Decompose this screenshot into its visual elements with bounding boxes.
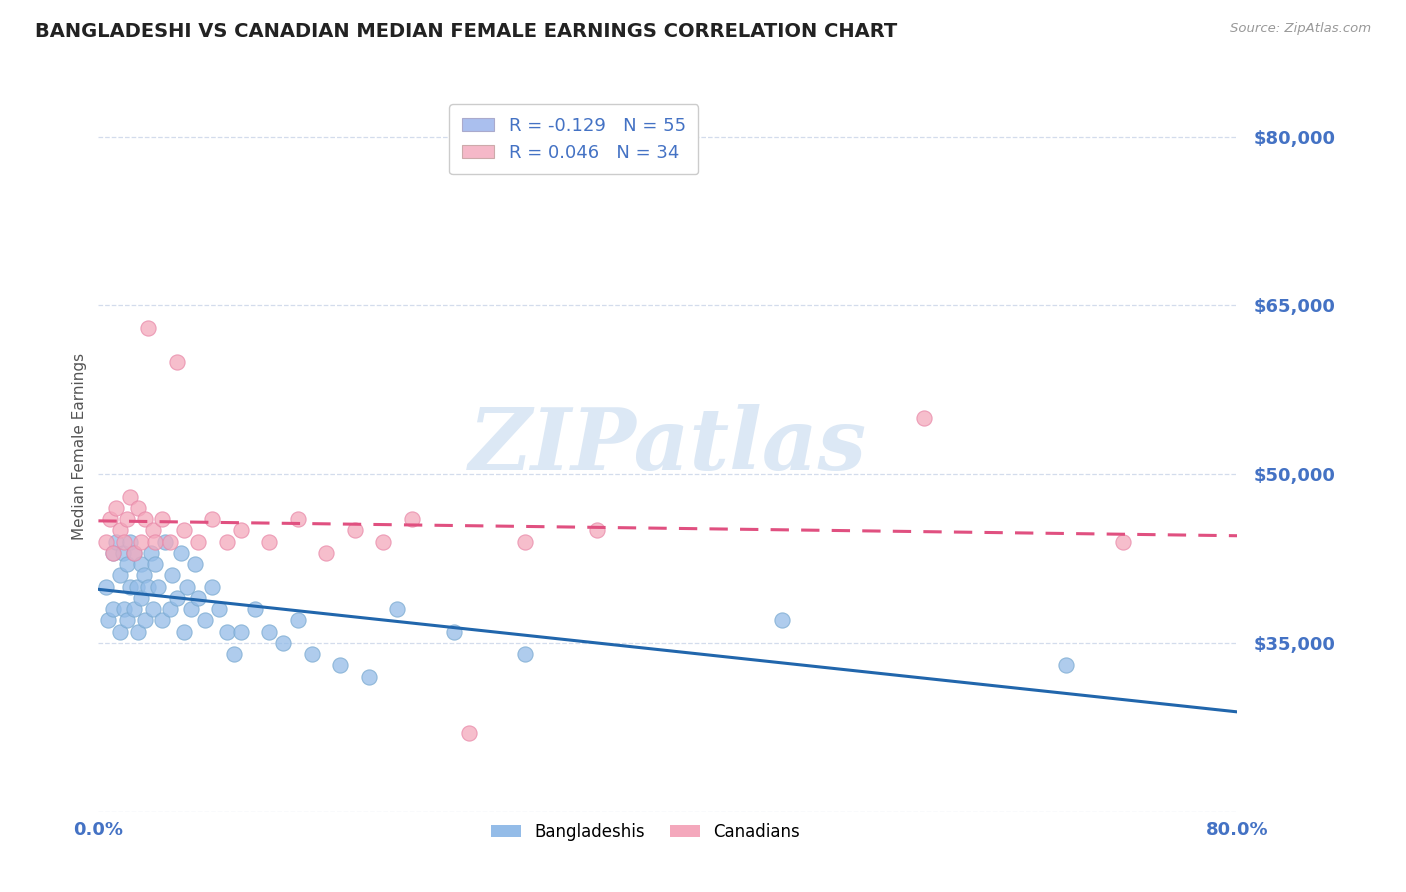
Point (94, 534, 117, 549)
Point (387, 602, 409, 616)
Point (180, 602, 202, 616)
Point (118, 490, 141, 504)
Point (108, 624, 131, 639)
Point (222, 647, 245, 661)
Point (108, 524, 131, 538)
Point (115, 557, 138, 571)
Point (152, 512, 174, 526)
Point (97, 614, 120, 628)
Point (141, 602, 163, 616)
Point (159, 534, 181, 549)
Point (215, 624, 238, 639)
Point (101, 546, 124, 560)
Point (229, 524, 252, 538)
Point (770, 614, 793, 628)
Point (101, 602, 124, 616)
Point (127, 624, 149, 639)
Point (259, 534, 281, 549)
Point (287, 614, 309, 628)
Text: ZIPatlas: ZIPatlas (468, 404, 868, 488)
Point (443, 624, 465, 639)
Point (129, 557, 152, 571)
Point (122, 546, 145, 560)
Point (176, 580, 198, 594)
Point (301, 647, 323, 661)
Point (287, 512, 309, 526)
Point (315, 546, 337, 560)
Point (118, 580, 141, 594)
Point (401, 512, 423, 526)
Point (145, 557, 167, 571)
Point (208, 602, 231, 616)
Point (118, 534, 141, 549)
Point (162, 568, 184, 582)
Point (108, 568, 131, 582)
Point (357, 670, 380, 684)
Point (145, 534, 167, 549)
Point (329, 658, 352, 673)
Point (141, 524, 163, 538)
Point (136, 321, 159, 335)
Text: BANGLADESHI VS CANADIAN MEDIAN FEMALE EARNINGS CORRELATION CHART: BANGLADESHI VS CANADIAN MEDIAN FEMALE EA… (35, 22, 897, 41)
Point (115, 512, 138, 526)
Point (129, 534, 152, 549)
Point (173, 624, 195, 639)
Point (139, 546, 162, 560)
Point (187, 534, 209, 549)
Point (134, 512, 156, 526)
Point (373, 534, 395, 549)
Point (215, 534, 238, 549)
Point (132, 568, 155, 582)
Point (457, 726, 479, 740)
Point (273, 636, 295, 650)
Point (112, 602, 135, 616)
Point (585, 524, 607, 538)
Point (515, 647, 537, 661)
Point (136, 580, 159, 594)
Point (134, 614, 156, 628)
Point (125, 580, 148, 594)
Point (1112, 534, 1135, 549)
Point (170, 546, 193, 560)
Point (1056, 658, 1078, 673)
Point (201, 512, 224, 526)
Point (912, 410, 935, 425)
Point (112, 534, 135, 549)
Point (194, 614, 217, 628)
Point (104, 500, 127, 515)
Point (104, 534, 127, 549)
Point (148, 580, 170, 594)
Point (98, 512, 121, 526)
Point (187, 591, 209, 605)
Point (173, 524, 195, 538)
Point (343, 524, 366, 538)
Point (115, 614, 138, 628)
Point (243, 602, 266, 616)
Y-axis label: Median Female Earnings: Median Female Earnings (72, 352, 87, 540)
Point (201, 580, 224, 594)
Point (101, 546, 124, 560)
Point (155, 534, 177, 549)
Point (111, 546, 134, 560)
Point (159, 602, 181, 616)
Point (152, 614, 174, 628)
Legend: Bangladeshis, Canadians: Bangladeshis, Canadians (484, 816, 806, 847)
Text: Source: ZipAtlas.com: Source: ZipAtlas.com (1230, 22, 1371, 36)
Point (184, 557, 207, 571)
Point (166, 354, 188, 368)
Point (515, 534, 537, 549)
Point (127, 500, 149, 515)
Point (259, 624, 281, 639)
Point (122, 546, 145, 560)
Point (122, 602, 145, 616)
Point (229, 624, 252, 639)
Point (129, 591, 152, 605)
Point (94, 580, 117, 594)
Point (166, 591, 188, 605)
